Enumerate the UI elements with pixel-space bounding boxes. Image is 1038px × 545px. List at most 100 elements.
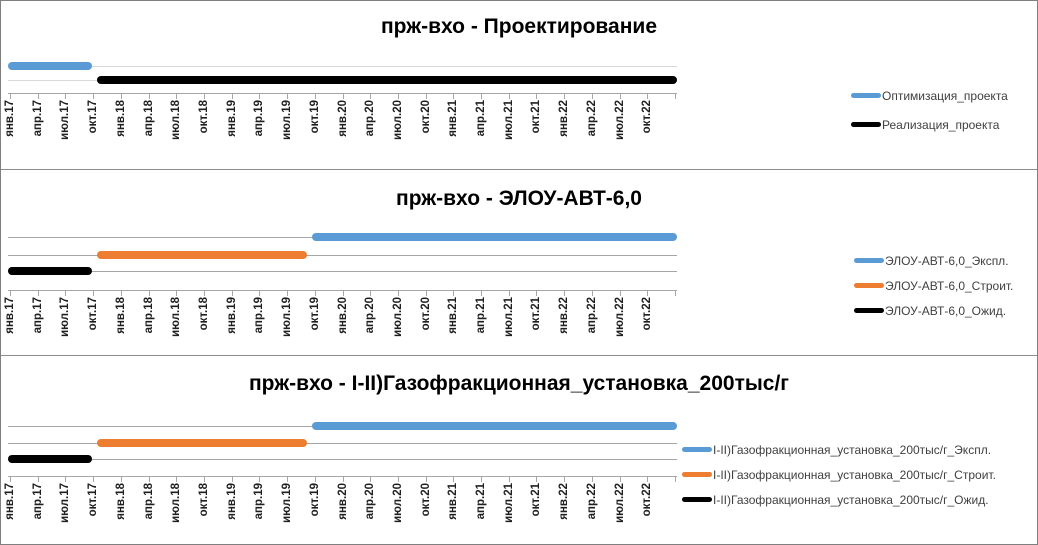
- axis-tick: [148, 93, 150, 99]
- gridline: [8, 66, 677, 67]
- axis-tick-label: июл.19: [281, 483, 294, 523]
- axis-tick-label: июл.18: [170, 483, 183, 523]
- axis-tick-label: янв.18: [114, 483, 127, 520]
- axis-tick-label: окт.21: [530, 483, 543, 517]
- axis-tick-label: апр.19: [253, 297, 266, 334]
- legend-series-label: I-II)Газофракционная_установка_200тыс/г_…: [713, 442, 992, 457]
- axis-tick-label: окт.17: [87, 483, 100, 517]
- axis-tick-label: окт.18: [197, 297, 210, 331]
- axis-tick: [370, 93, 372, 99]
- axis-tick-label: янв.22: [558, 483, 571, 520]
- axis-tick: [314, 476, 316, 482]
- axis-tick-label: апр.22: [585, 297, 598, 334]
- axis-tick: [10, 93, 11, 99]
- axis-tick: [508, 476, 510, 482]
- chart-panel-gazofrakcionnaya[interactable]: прж-вхо - I-II)Газофракционная_установка…: [1, 355, 1037, 544]
- axis-tick: [425, 93, 427, 99]
- axis-tick: [370, 290, 372, 296]
- axis-tick-label: окт.19: [308, 100, 321, 134]
- axis-tick: [536, 476, 538, 482]
- axis-tick: [120, 290, 122, 296]
- legend-item: ЭЛОУ-АВТ-6,0_Экспл.: [854, 248, 1013, 273]
- axis-tick: [37, 93, 39, 99]
- axis-tick-label: окт.17: [87, 100, 100, 134]
- axis-tick: [397, 93, 399, 99]
- axis-tick: [397, 290, 399, 296]
- axis-tick: [93, 476, 95, 482]
- axis-tick-label: апр.18: [142, 297, 155, 334]
- axis-tick: [176, 290, 178, 296]
- legend-item: ЭЛОУ-АВТ-6,0_Ожид.: [854, 298, 1013, 323]
- legend-item: I-II)Газофракционная_установка_200тыс/г_…: [682, 487, 996, 512]
- axis-tick: [564, 476, 566, 482]
- axis-tick: [647, 476, 649, 482]
- axis-tick-label: июл.22: [613, 297, 626, 337]
- axis-tick-label: окт.20: [419, 483, 432, 517]
- axis-tick: [619, 476, 621, 482]
- axis-tick-label: апр.17: [31, 483, 44, 520]
- axis-tick: [203, 93, 205, 99]
- axis-tick: [10, 290, 11, 296]
- axis-tick: [453, 93, 455, 99]
- legend-series-label: I-II)Газофракционная_установка_200тыс/г_…: [713, 467, 996, 482]
- axis-tick: [231, 290, 233, 296]
- axis-tick: [65, 93, 67, 99]
- axis-tick: [203, 476, 205, 482]
- axis-tick-label: окт.21: [530, 100, 543, 134]
- axis-tick-label: янв.22: [558, 297, 571, 334]
- axis-tick: [176, 476, 178, 482]
- axis-tick: [675, 290, 676, 296]
- chart-title: прж-вхо - Проектирование: [380, 15, 658, 38]
- chart-panel-elou-avt[interactable]: прж-вхо - ЭЛОУ-АВТ-6,0 янв.17 апр.17 июл.1…: [1, 169, 1037, 356]
- axis-tick: [148, 290, 150, 296]
- axis-tick-label: окт.18: [197, 483, 210, 517]
- legend-series-label: Оптимизация_проекта: [882, 88, 1008, 103]
- gridline: [8, 443, 677, 444]
- axis-tick-label: янв.22: [558, 100, 571, 137]
- axis-tick-label: июл.18: [170, 100, 183, 140]
- axis-tick-label: июл.17: [59, 483, 72, 523]
- axis-tick-label: янв.17: [4, 297, 16, 334]
- axis-tick: [259, 476, 261, 482]
- axis-tick-label: апр.19: [253, 483, 266, 520]
- axis-tick: [481, 290, 483, 296]
- axis-tick: [647, 290, 649, 296]
- axis-tick-label: июл.17: [59, 297, 72, 337]
- axis-tick: [453, 290, 455, 296]
- axis-tick-label: июл.21: [502, 297, 515, 337]
- legend-series-label: ЭЛОУ-АВТ-6,0_Строит.: [885, 278, 1014, 293]
- legend: I-II)Газофракционная_установка_200тыс/г_…: [682, 437, 996, 512]
- axis-tick: [591, 290, 593, 296]
- legend: ЭЛОУ-АВТ-6,0_Экспл. ЭЛОУ-АВТ-6,0_Строит. Э…: [854, 248, 1013, 323]
- axis-tick-label: янв.20: [336, 297, 349, 334]
- axis-tick-label: окт.22: [641, 483, 654, 517]
- axis-tick-label: окт.21: [530, 297, 543, 331]
- axis-tick: [536, 290, 538, 296]
- axis-tick: [619, 290, 621, 296]
- axis-tick: [148, 476, 150, 482]
- axis-tick-label: янв.17: [4, 100, 16, 137]
- axis-tick-label: апр.21: [475, 100, 488, 137]
- axis-tick-label: окт.17: [87, 297, 100, 331]
- axis-tick: [93, 93, 95, 99]
- axis-tick-label: янв.21: [447, 297, 460, 334]
- axis-tick-label: янв.21: [447, 100, 460, 137]
- axis-tick-label: июл.22: [613, 100, 626, 140]
- axis-tick: [370, 476, 372, 482]
- axis-tick-label: окт.20: [419, 100, 432, 134]
- axis-tick: [342, 93, 344, 99]
- series-bar: [311, 422, 677, 430]
- chart-panel-proektirovanie[interactable]: прж-вхо - Проектирование янв.17 апр.17 июл…: [1, 1, 1037, 170]
- gridline: [8, 255, 677, 256]
- axis-tick-label: апр.21: [475, 483, 488, 520]
- axis-tick-label: янв.19: [225, 483, 238, 520]
- axis-tick-label: апр.22: [585, 483, 598, 520]
- axis-tick-label: янв.18: [114, 297, 127, 334]
- legend: Оптимизация_проекта Реализация_проекта: [851, 81, 1008, 139]
- series-bar: [8, 455, 93, 463]
- axis-tick: [397, 476, 399, 482]
- axis-tick-label: апр.19: [253, 100, 266, 137]
- axis-tick-label: янв.19: [225, 100, 238, 137]
- axis-tick: [314, 290, 316, 296]
- axis-tick-label: окт.22: [641, 100, 654, 134]
